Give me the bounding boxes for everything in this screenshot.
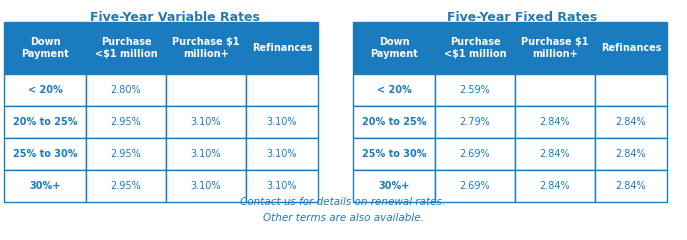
Bar [4,22,86,74]
Text: 2.59%: 2.59% [460,85,491,95]
Text: 2.84%: 2.84% [616,181,646,191]
Bar [595,74,667,106]
Bar [86,74,166,106]
Text: 2.69%: 2.69% [460,181,491,191]
Bar [246,22,318,74]
Text: 2.80%: 2.80% [111,85,142,95]
Bar [515,22,595,74]
Bar [515,106,595,138]
Text: Purchase $1
million+: Purchase $1 million+ [172,37,240,59]
Text: Down
Payment: Down Payment [21,37,69,59]
Bar [166,170,246,202]
Bar [86,22,166,74]
Text: 25% to 30%: 25% to 30% [362,149,426,159]
Text: Purchase
<$1 million: Purchase <$1 million [95,37,157,59]
Bar [246,170,318,202]
Text: 2.84%: 2.84% [540,117,570,127]
Text: 2.95%: 2.95% [111,149,142,159]
Bar [515,170,595,202]
Bar [166,106,246,138]
Bar [353,138,435,170]
Text: 3.10%: 3.10% [267,149,297,159]
Text: 20% to 25%: 20% to 25% [13,117,77,127]
Text: Down
Payment: Down Payment [370,37,418,59]
Text: Contact us for details on renewal rates.: Contact us for details on renewal rates. [240,197,446,207]
Bar [4,170,86,202]
Text: 3.10%: 3.10% [191,181,221,191]
Bar [435,74,515,106]
Bar [595,138,667,170]
Text: Other terms are also available.: Other terms are also available. [262,213,423,223]
Bar [166,138,246,170]
Bar [353,170,435,202]
Text: 3.10%: 3.10% [191,117,221,127]
Bar [166,74,246,106]
Text: < 20%: < 20% [27,85,63,95]
Bar [595,22,667,74]
Bar [435,138,515,170]
Text: Purchase $1
million+: Purchase $1 million+ [521,37,589,59]
Bar [353,74,435,106]
Text: Five-Year Fixed Rates: Five-Year Fixed Rates [447,11,597,24]
Text: 2.95%: 2.95% [111,181,142,191]
Text: Five-Year Variable Rates: Five-Year Variable Rates [90,11,260,24]
Text: 30%+: 30%+ [379,181,409,191]
Text: < 20%: < 20% [376,85,412,95]
Text: Refinances: Refinances [600,43,662,53]
Bar [435,22,515,74]
Text: 30%+: 30%+ [30,181,60,191]
Text: 2.84%: 2.84% [540,181,570,191]
Bar [595,170,667,202]
Bar [86,138,166,170]
Bar [86,170,166,202]
Text: Refinances: Refinances [251,43,313,53]
Text: 2.95%: 2.95% [111,117,142,127]
Bar [353,106,435,138]
Bar [4,106,86,138]
Text: 20% to 25%: 20% to 25% [362,117,426,127]
Bar [166,22,246,74]
Bar [515,138,595,170]
Bar [246,138,318,170]
Text: 3.10%: 3.10% [267,117,297,127]
Bar [435,106,515,138]
Text: 25% to 30%: 25% to 30% [13,149,77,159]
Bar [4,138,86,170]
Text: Purchase
<$1 million: Purchase <$1 million [444,37,506,59]
Text: 2.84%: 2.84% [540,149,570,159]
Text: 3.10%: 3.10% [267,181,297,191]
Bar [4,74,86,106]
Bar [246,74,318,106]
Text: 2.79%: 2.79% [460,117,491,127]
Bar [246,106,318,138]
Bar [595,106,667,138]
Bar [353,22,435,74]
Bar [435,170,515,202]
Text: 2.69%: 2.69% [460,149,491,159]
Text: 2.84%: 2.84% [616,117,646,127]
Text: 3.10%: 3.10% [191,149,221,159]
Bar [86,106,166,138]
Text: 2.84%: 2.84% [616,149,646,159]
Bar [515,74,595,106]
